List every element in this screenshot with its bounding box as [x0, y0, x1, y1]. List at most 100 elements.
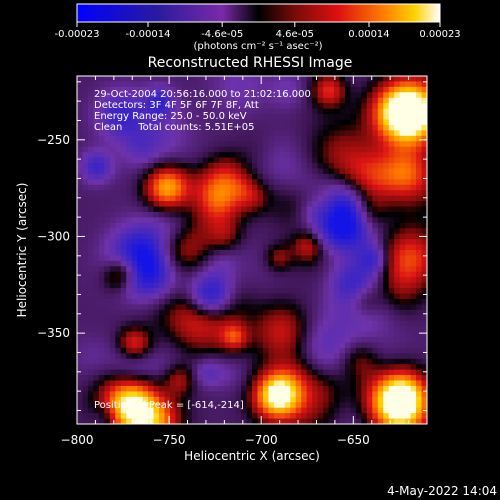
heatmap-cell — [388, 114, 395, 120]
heatmap-cell — [235, 326, 242, 332]
heatmap-cell — [230, 413, 236, 419]
heatmap-cell — [377, 146, 384, 153]
heatmap-cell — [290, 402, 297, 409]
heatmap-cell — [98, 342, 105, 349]
heatmap-cell — [372, 228, 379, 235]
heatmap-cell — [361, 157, 368, 164]
heatmap-cell — [284, 369, 291, 376]
heatmap-cell — [109, 135, 116, 142]
heatmap-cell — [137, 293, 144, 300]
heatmap-cell — [104, 277, 111, 284]
heatmap-cell — [175, 282, 182, 289]
heatmap-cell — [301, 266, 308, 273]
heatmap-cell — [257, 163, 264, 169]
heatmap-cell — [169, 141, 176, 148]
heatmap-cell — [257, 135, 264, 142]
heatmap-cell — [399, 168, 406, 175]
heatmap-cell — [421, 201, 427, 207]
heatmap-cell — [208, 342, 215, 349]
heatmap-cell — [399, 244, 406, 251]
heatmap-cell — [164, 375, 171, 381]
heatmap-cell — [328, 179, 335, 186]
heatmap-cell — [416, 369, 422, 376]
heatmap-cell — [284, 108, 291, 115]
heatmap-cell — [159, 293, 165, 300]
heatmap-cell — [377, 173, 384, 180]
heatmap-cell — [180, 364, 187, 371]
heatmap-cell — [273, 81, 280, 88]
heatmap-cell — [148, 233, 154, 240]
heatmap-cell — [186, 228, 193, 235]
heatmap-cell — [377, 304, 384, 311]
heatmap-cell — [405, 201, 411, 207]
heatmap-cell — [323, 228, 329, 235]
heatmap-cell — [142, 195, 149, 202]
heatmap-cell — [235, 119, 242, 126]
heatmap-cell — [334, 304, 340, 311]
heatmap-cell — [421, 152, 427, 158]
heatmap-cell — [399, 413, 406, 419]
heatmap-cell — [98, 396, 105, 403]
heatmap-cell — [355, 402, 362, 409]
heatmap-cell — [186, 255, 193, 262]
heatmap-cell — [120, 184, 127, 191]
heatmap-cell — [355, 380, 362, 387]
heatmap-cell — [175, 76, 182, 82]
heatmap-cell — [361, 309, 368, 316]
heatmap-cell — [202, 217, 209, 224]
heatmap-cell — [416, 130, 422, 137]
heatmap-cell — [164, 92, 171, 99]
heatmap-cell — [361, 326, 368, 332]
heatmap-cell — [339, 228, 346, 235]
heatmap-cell — [159, 108, 165, 115]
heatmap-cell — [405, 418, 411, 424]
heatmap-cell — [186, 391, 193, 398]
heatmap-cell — [137, 282, 144, 289]
heatmap-cell — [350, 320, 357, 327]
heatmap-cell — [284, 320, 291, 327]
heatmap-cell — [115, 173, 122, 180]
heatmap-cell — [317, 288, 324, 294]
heatmap-cell — [142, 97, 149, 104]
heatmap-cell — [197, 168, 204, 175]
heatmap-cell — [295, 304, 302, 311]
heatmap-cell — [273, 326, 280, 332]
heatmap-cell — [77, 331, 83, 338]
heatmap-cell — [252, 222, 258, 229]
heatmap-cell — [159, 92, 165, 99]
heatmap-cell — [159, 250, 165, 256]
heatmap-cell — [213, 239, 220, 245]
heatmap-cell — [159, 76, 165, 82]
heatmap-cell — [405, 233, 411, 240]
heatmap-cell — [372, 152, 379, 158]
heatmap-cell — [224, 298, 231, 305]
heatmap-cell — [312, 380, 319, 387]
heatmap-cell — [394, 304, 401, 311]
heatmap-cell — [77, 124, 83, 131]
heatmap-cell — [383, 402, 390, 409]
heatmap-cell — [186, 250, 193, 256]
heatmap-cell — [126, 217, 133, 224]
heatmap-cell — [104, 92, 111, 99]
heatmap-cell — [219, 239, 226, 245]
heatmap-cell — [131, 76, 138, 82]
heatmap-cell — [317, 76, 324, 82]
heatmap-cell — [295, 195, 302, 202]
heatmap-cell — [410, 141, 417, 148]
heatmap-cell — [262, 266, 269, 273]
heatmap-cell — [180, 402, 187, 409]
heatmap-cell — [77, 282, 83, 289]
heatmap-cell — [355, 81, 362, 88]
heatmap-cell — [388, 211, 395, 218]
heatmap-cell — [334, 163, 340, 169]
heatmap-cell — [301, 146, 308, 153]
heatmap-cell — [115, 266, 122, 273]
heatmap-cell — [175, 168, 182, 175]
heatmap-cell — [416, 315, 422, 322]
heatmap-cell — [273, 266, 280, 273]
heatmap-cell — [219, 195, 226, 202]
heatmap-cell — [252, 157, 258, 164]
heatmap-cell — [153, 119, 160, 126]
heatmap-cell — [416, 184, 422, 191]
heatmap-cell — [131, 271, 138, 278]
